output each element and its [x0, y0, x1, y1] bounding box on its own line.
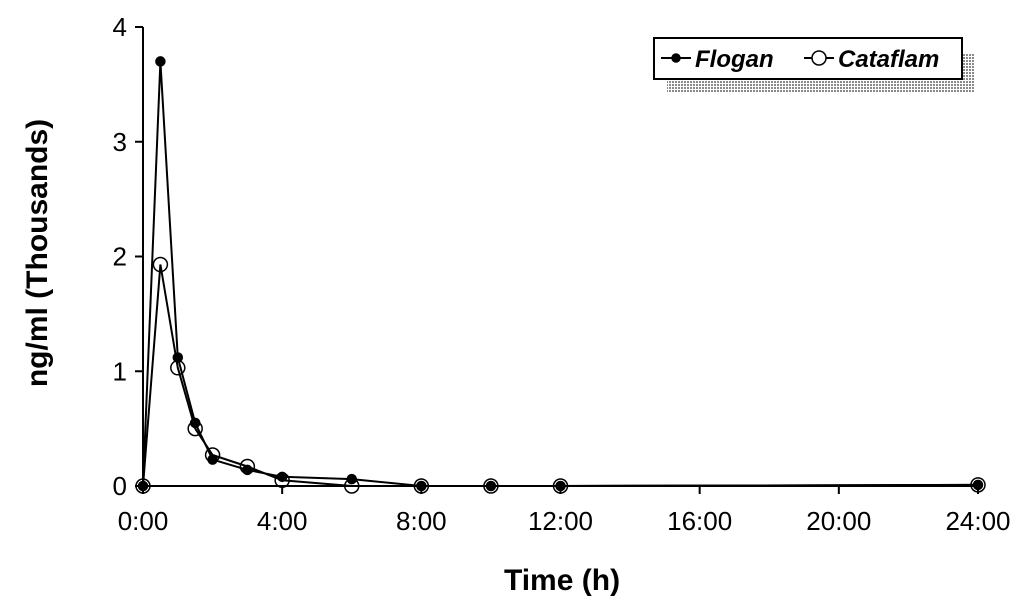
y-axis-ticks: 0 1 2 3 4	[113, 12, 143, 501]
x-axis-ticks: 0:00 4:00 8:00 12:00 16:00 20:00 24:00	[118, 486, 1011, 536]
data-point-cataflam	[239, 458, 256, 475]
data-point-flogan	[155, 56, 166, 67]
x-tick-label: 4:00	[257, 506, 308, 536]
y-tick-label: 0	[113, 471, 127, 501]
series-line-cataflam	[142, 264, 979, 487]
x-tick-label: 20:00	[806, 506, 871, 536]
series-line-flogan	[142, 61, 979, 487]
legend-label-cataflam: Cataflam	[838, 46, 939, 73]
axes	[142, 27, 978, 487]
data-point-cataflam	[274, 472, 290, 489]
series-cataflam	[135, 256, 986, 494]
y-tick-label: 4	[113, 12, 127, 42]
data-point-cataflam	[204, 447, 221, 463]
legend-marker-flogan	[671, 53, 681, 63]
y-tick-label: 2	[113, 242, 127, 272]
legend-label-flogan: Flogan	[695, 46, 774, 73]
legend-box	[653, 37, 963, 80]
data-point-cataflam	[970, 477, 986, 493]
data-point-cataflam	[152, 256, 169, 273]
x-axis-label: Time (h)	[504, 564, 620, 597]
y-tick-label: 1	[113, 356, 127, 386]
data-point-cataflam	[170, 360, 186, 376]
x-tick-label: 0:00	[118, 506, 169, 536]
y-axis-label: ng/ml (Thousands)	[21, 119, 54, 387]
data-point-cataflam	[344, 478, 360, 494]
data-point-cataflam	[135, 478, 151, 494]
data-point-cataflam	[413, 478, 430, 494]
legend-marker-cataflam	[811, 50, 827, 66]
series-layer	[135, 56, 986, 494]
x-tick-label: 24:00	[945, 506, 1010, 536]
data-point-cataflam	[187, 420, 203, 437]
y-tick-label: 3	[113, 127, 127, 157]
x-tick-label: 16:00	[667, 506, 732, 536]
x-tick-label: 12:00	[528, 506, 593, 536]
series-flogan	[137, 56, 984, 492]
x-tick-label: 8:00	[396, 506, 447, 536]
data-point-cataflam	[483, 478, 499, 494]
data-point-cataflam	[552, 478, 569, 494]
legend: Flogan Cataflam	[653, 37, 975, 92]
